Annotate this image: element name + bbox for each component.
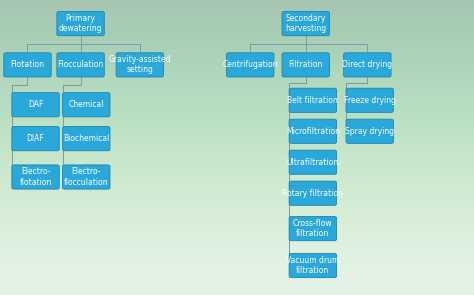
Text: Belt filtration: Belt filtration: [287, 96, 338, 105]
Text: Biochemical: Biochemical: [63, 134, 109, 143]
Text: Centrifugation: Centrifugation: [222, 60, 278, 69]
Text: Chemical: Chemical: [69, 100, 104, 109]
Text: Secondary
harvesting: Secondary harvesting: [285, 14, 326, 33]
FancyBboxPatch shape: [344, 53, 391, 77]
Text: Direct drying: Direct drying: [342, 60, 392, 69]
Text: Filtration: Filtration: [289, 60, 323, 69]
Text: Primary
dewatering: Primary dewatering: [59, 14, 102, 33]
Text: Gravity-assisted
setting: Gravity-assisted setting: [109, 55, 171, 74]
FancyBboxPatch shape: [289, 88, 337, 112]
Text: Electro-
flocculation: Electro- flocculation: [64, 168, 109, 186]
FancyBboxPatch shape: [346, 88, 393, 112]
Text: Flocculation: Flocculation: [57, 60, 104, 69]
Text: Ultrafiltration: Ultrafiltration: [287, 158, 339, 167]
Text: Electro-
flotation: Electro- flotation: [19, 168, 52, 186]
FancyBboxPatch shape: [63, 165, 110, 189]
Text: DAF: DAF: [28, 100, 43, 109]
Text: Cross-flow
filtration: Cross-flow filtration: [293, 219, 333, 238]
FancyBboxPatch shape: [227, 53, 274, 77]
FancyBboxPatch shape: [289, 217, 337, 241]
Text: Freeze drying: Freeze drying: [344, 96, 396, 105]
FancyBboxPatch shape: [116, 53, 164, 77]
FancyBboxPatch shape: [63, 93, 110, 117]
FancyBboxPatch shape: [12, 127, 59, 151]
FancyBboxPatch shape: [289, 253, 337, 278]
Text: DIAF: DIAF: [27, 134, 45, 143]
Text: Vacuum drum
filtration: Vacuum drum filtration: [286, 256, 339, 275]
FancyBboxPatch shape: [4, 53, 51, 77]
FancyBboxPatch shape: [12, 93, 59, 117]
Text: Flotation: Flotation: [10, 60, 45, 69]
FancyBboxPatch shape: [289, 181, 337, 205]
Text: Microfiltration: Microfiltration: [286, 127, 340, 136]
FancyBboxPatch shape: [282, 12, 329, 36]
FancyBboxPatch shape: [282, 53, 329, 77]
Text: Spray drying: Spray drying: [345, 127, 394, 136]
FancyBboxPatch shape: [57, 12, 104, 36]
FancyBboxPatch shape: [57, 53, 104, 77]
FancyBboxPatch shape: [12, 165, 59, 189]
FancyBboxPatch shape: [289, 150, 337, 174]
FancyBboxPatch shape: [346, 119, 393, 143]
Text: Rotary filtration: Rotary filtration: [283, 189, 343, 198]
FancyBboxPatch shape: [63, 127, 110, 151]
FancyBboxPatch shape: [289, 119, 337, 143]
